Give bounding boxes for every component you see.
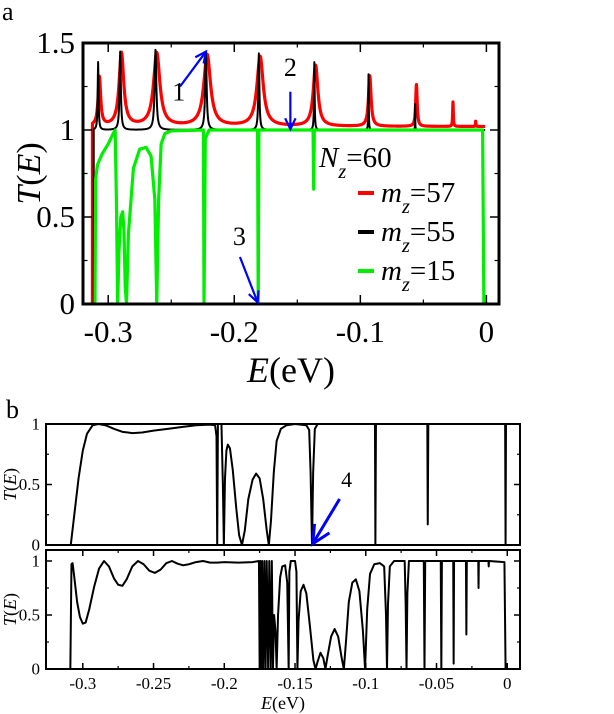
annotation-arrow-shaft bbox=[179, 51, 207, 88]
panel-label-b: b bbox=[6, 395, 19, 424]
annotation-label: 3 bbox=[233, 222, 246, 251]
legend-entry: mz=57 bbox=[381, 177, 455, 218]
legend-symbol: m bbox=[381, 255, 402, 287]
annotation-arrow-head bbox=[248, 290, 260, 305]
y-tick-label: 1 bbox=[32, 552, 41, 571]
legend-subscript: z bbox=[401, 274, 410, 296]
y-axis-label: T(E) bbox=[0, 468, 21, 501]
x-tick-label: -0.3 bbox=[84, 314, 133, 349]
plot-frame bbox=[45, 423, 521, 546]
legend-entry: mz=55 bbox=[381, 216, 455, 257]
legend-title-value: =60 bbox=[346, 142, 391, 174]
annotation-label: 1 bbox=[172, 77, 185, 106]
y-tick-label: 1.5 bbox=[36, 25, 75, 60]
annotation-arrow-shaft bbox=[311, 498, 341, 545]
legend-entry: mz=15 bbox=[381, 255, 455, 296]
panel-a: 00.511.5-0.3 -0.2 -0.1 0T(E)E(eV)123Nz=60mz… bbox=[11, 25, 501, 390]
legend-symbol: m bbox=[381, 177, 402, 209]
x-axis-label: E(eV) bbox=[260, 693, 305, 714]
panel-b-top: 0 0.5 1 T(E) 4 bbox=[0, 415, 521, 555]
annotation-arrow-head bbox=[194, 49, 208, 64]
x-label-unit: (eV) bbox=[269, 350, 335, 390]
y-label-close: ) bbox=[0, 593, 21, 599]
y-tick-label: 0 bbox=[32, 536, 41, 555]
y-tick-label: 0.5 bbox=[36, 199, 75, 234]
legend-symbol: m bbox=[381, 216, 402, 248]
legend-subscript: z bbox=[401, 196, 410, 218]
y-label-e: E bbox=[0, 599, 20, 611]
legend-title: Nz=60 bbox=[318, 142, 392, 183]
y-label-e: E bbox=[11, 153, 48, 175]
x-tick-label: -0.05 bbox=[419, 674, 454, 693]
x-tick-label: -0.1 bbox=[336, 314, 385, 349]
annotation-arrow-head bbox=[310, 523, 331, 547]
y-label-open: ( bbox=[0, 610, 21, 616]
annotation-label: 2 bbox=[284, 53, 297, 82]
x-label-e: E bbox=[246, 350, 269, 390]
y-label-t: T bbox=[0, 614, 20, 626]
x-tick-label: -0.3 bbox=[69, 674, 96, 693]
annotation-arrow-shaft bbox=[238, 256, 259, 303]
plot-frame bbox=[45, 549, 521, 670]
y-tick-label: 0.5 bbox=[19, 606, 40, 625]
legend-value: =55 bbox=[410, 216, 455, 248]
annotation-label: 4 bbox=[341, 467, 352, 492]
panel-label-a: a bbox=[2, 0, 14, 26]
y-axis-label: T(E) bbox=[0, 593, 21, 626]
x-tick-label: -0.15 bbox=[277, 674, 312, 693]
x-tick-label: -0.1 bbox=[352, 674, 379, 693]
panel-b-bottom: 00.51-0.3 -0.25 -0.2 -0.15 -0.1 -0.05 0T(E)E(e… bbox=[0, 549, 521, 714]
series-line-bottom bbox=[69, 560, 507, 670]
y-label-t: T bbox=[0, 489, 20, 501]
x-tick-label: -0.2 bbox=[211, 674, 238, 693]
x-tick-label: 0 bbox=[479, 314, 495, 349]
series-line-m-z-15 bbox=[93, 128, 486, 305]
legend-title-symbol: N bbox=[318, 142, 340, 174]
y-label-t: T bbox=[11, 184, 48, 205]
y-tick-label: 1 bbox=[60, 112, 76, 147]
x-tick-label: -0.2 bbox=[210, 314, 259, 349]
y-label-e: E bbox=[0, 474, 20, 486]
y-tick-label: 0 bbox=[60, 286, 76, 321]
legend-subscript: z bbox=[401, 235, 410, 257]
legend-value: =15 bbox=[410, 255, 455, 287]
x-label-unit: (eV) bbox=[272, 693, 305, 714]
x-label-e: E bbox=[260, 693, 272, 713]
y-label-open: ( bbox=[11, 174, 48, 185]
y-axis-label: T(E) bbox=[11, 142, 48, 204]
x-tick-label: -0.25 bbox=[136, 674, 171, 693]
y-tick-label: 0.5 bbox=[19, 475, 40, 494]
legend-title-subscript: z bbox=[337, 161, 346, 183]
annotation-arrow-head bbox=[284, 117, 297, 132]
legend-value: =57 bbox=[410, 177, 455, 209]
y-label-close: ) bbox=[11, 142, 48, 153]
y-tick-label: 1 bbox=[32, 415, 41, 434]
y-label-close: ) bbox=[0, 468, 21, 474]
series-line-top bbox=[69, 423, 511, 546]
y-label-open: ( bbox=[0, 485, 21, 491]
x-axis-label: E(eV) bbox=[246, 350, 335, 390]
x-tick-label: 0 bbox=[503, 674, 512, 693]
y-tick-label: 0 bbox=[32, 660, 41, 679]
